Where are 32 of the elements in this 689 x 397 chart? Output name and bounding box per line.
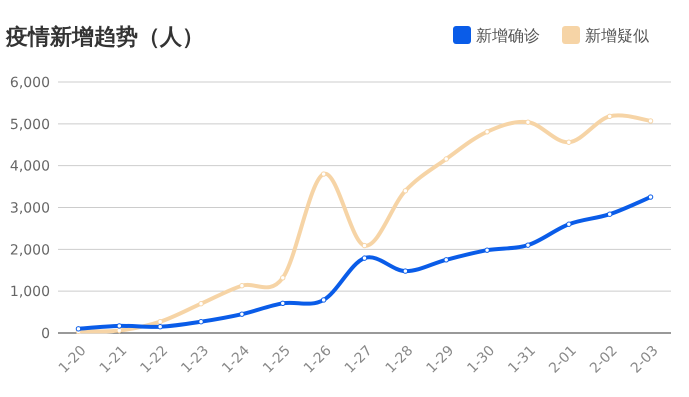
point: [280, 275, 286, 280]
point: [607, 211, 612, 217]
point: [484, 129, 490, 134]
legend-label: 新增确诊: [476, 26, 540, 45]
point: [362, 255, 368, 261]
y-tick-label: 3,000: [10, 200, 50, 216]
y-tick-label: 0: [41, 326, 50, 342]
point: [280, 300, 286, 306]
point: [525, 242, 531, 248]
point: [198, 301, 204, 306]
point: [607, 114, 612, 120]
point: [320, 171, 326, 177]
point: [444, 156, 449, 162]
point: [157, 319, 163, 324]
point: [198, 319, 204, 324]
y-tick-label: 6,000: [10, 75, 50, 91]
point: [566, 222, 572, 227]
y-tick-label: 2,000: [10, 242, 50, 258]
point: [402, 188, 408, 194]
point: [320, 297, 326, 303]
point: [444, 257, 449, 262]
point: [239, 283, 245, 288]
y-tick-label: 5,000: [10, 116, 50, 133]
point: [116, 328, 122, 334]
point: [648, 194, 654, 200]
point: [484, 247, 490, 253]
point: [648, 118, 654, 124]
legend-label: 新增疑似: [585, 26, 649, 45]
chart-title: 疫情新增趋势（人）: [5, 24, 204, 50]
y-tick-label: 1,000: [10, 284, 50, 300]
y-tick-label: 4,000: [10, 158, 50, 175]
point: [239, 311, 245, 317]
